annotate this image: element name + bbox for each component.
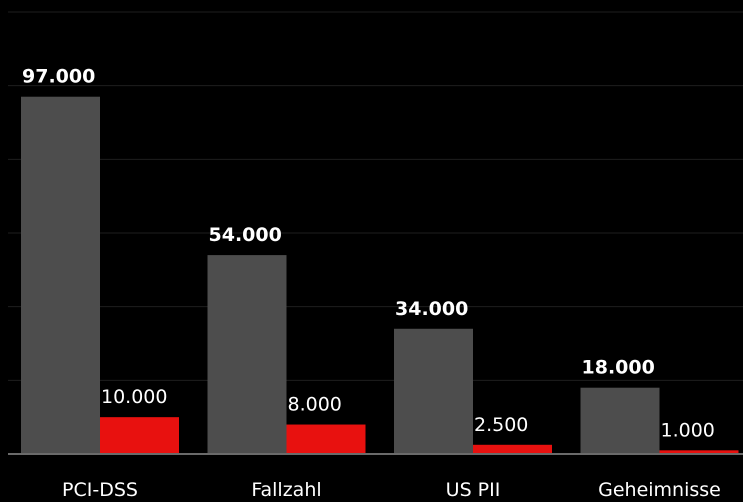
bar <box>207 255 287 454</box>
x-tick-label: Fallzahl <box>251 479 321 501</box>
value-label: 1.000 <box>661 419 715 441</box>
value-label: 54.000 <box>209 224 282 246</box>
value-label: 10.000 <box>101 386 167 408</box>
value-label: 18.000 <box>582 357 655 379</box>
value-label: 2.500 <box>474 414 528 436</box>
bar <box>286 424 366 454</box>
bar <box>100 417 179 454</box>
bar <box>21 96 100 454</box>
bar <box>473 444 552 454</box>
value-label: 97.000 <box>22 66 95 88</box>
bar <box>659 450 739 454</box>
bar <box>394 328 473 454</box>
value-label: 8.000 <box>288 394 342 416</box>
x-tick-label: Geheimnisse <box>598 479 721 501</box>
x-tick-label: US PII <box>446 479 501 501</box>
value-label: 34.000 <box>395 298 468 320</box>
x-tick-label: PCI-DSS <box>62 479 138 501</box>
bar <box>580 387 660 454</box>
